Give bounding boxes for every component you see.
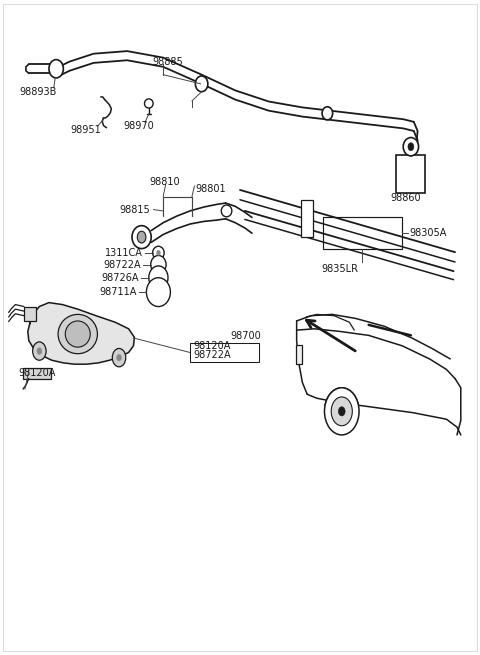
Ellipse shape	[144, 99, 153, 108]
Text: 98120A: 98120A	[18, 368, 56, 379]
Text: 98722A: 98722A	[193, 350, 230, 360]
Bar	[396, 155, 425, 193]
Polygon shape	[28, 303, 134, 364]
Circle shape	[408, 143, 414, 151]
Bar	[296, 345, 302, 364]
Ellipse shape	[65, 321, 90, 347]
Circle shape	[117, 354, 121, 361]
Text: 98860: 98860	[390, 193, 421, 203]
Ellipse shape	[146, 278, 170, 307]
Circle shape	[324, 388, 359, 435]
Text: 98700: 98700	[230, 331, 261, 341]
Circle shape	[137, 231, 146, 243]
Bar	[323, 217, 402, 249]
Ellipse shape	[153, 246, 164, 259]
Ellipse shape	[49, 60, 63, 78]
Text: 98722A: 98722A	[104, 259, 141, 270]
Bar	[24, 307, 36, 321]
Circle shape	[112, 348, 126, 367]
Bar	[23, 368, 51, 379]
Bar	[301, 200, 313, 237]
Circle shape	[37, 348, 42, 354]
Text: 98810: 98810	[150, 177, 180, 187]
Ellipse shape	[151, 255, 166, 274]
Ellipse shape	[149, 266, 168, 290]
Text: 98711A: 98711A	[99, 287, 137, 297]
Text: 98885: 98885	[153, 56, 183, 67]
Text: 98815: 98815	[119, 204, 150, 215]
Text: 1311CA: 1311CA	[105, 248, 143, 258]
Ellipse shape	[195, 76, 208, 92]
Text: 98305A: 98305A	[409, 228, 447, 238]
Ellipse shape	[403, 138, 419, 156]
Circle shape	[156, 250, 160, 255]
Text: 98726A: 98726A	[102, 272, 139, 283]
Text: 9835LR: 9835LR	[322, 263, 359, 274]
Text: 98120A: 98120A	[193, 341, 230, 351]
Text: 98951: 98951	[70, 124, 101, 135]
Ellipse shape	[221, 205, 232, 217]
Ellipse shape	[58, 314, 97, 354]
Bar	[190, 343, 259, 362]
Text: 98970: 98970	[124, 121, 155, 131]
Circle shape	[331, 397, 352, 426]
Text: 98893B: 98893B	[19, 86, 57, 97]
Text: 98801: 98801	[196, 183, 227, 194]
Circle shape	[338, 407, 345, 416]
Circle shape	[33, 342, 46, 360]
Ellipse shape	[132, 225, 151, 248]
Ellipse shape	[322, 107, 333, 120]
